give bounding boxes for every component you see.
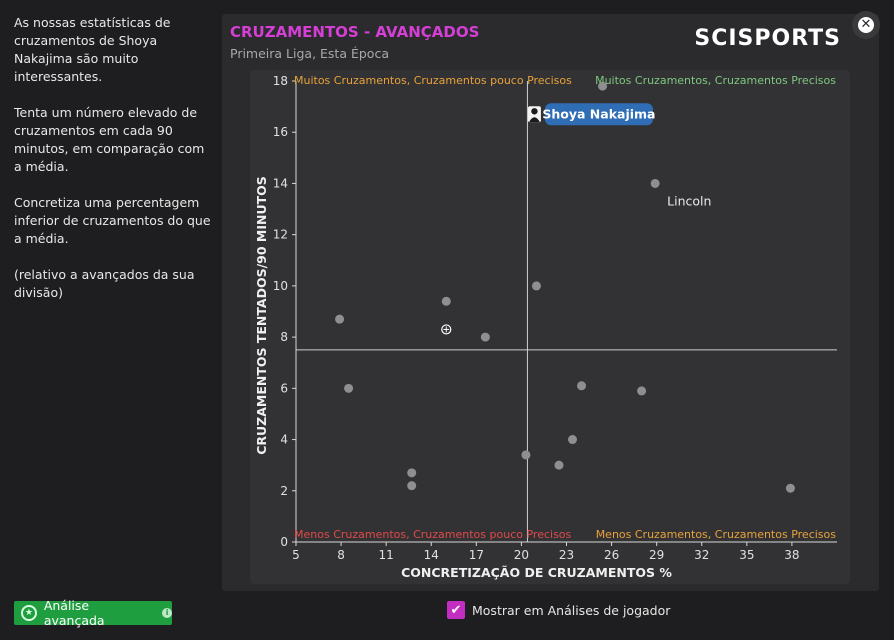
x-tick-label: 17	[469, 548, 484, 562]
advanced-analysis-button[interactable]: ★ Análise avançada i	[14, 598, 172, 628]
star-icon: ★	[21, 605, 37, 621]
x-tick-label: 20	[514, 548, 529, 562]
point-label: Lincoln	[667, 193, 711, 208]
x-tick-label: 38	[784, 548, 799, 562]
player-silhouette-body	[528, 117, 540, 123]
data-point	[480, 332, 490, 342]
close-button[interactable]: ✕	[852, 11, 880, 39]
data-point	[650, 178, 660, 188]
quadrant-label-bottom-right: Menos Cruzamentos, Cruzamentos Precisos	[596, 528, 837, 541]
quadrant-label-top-right: Muitos Cruzamentos, Cruzamentos Precisos	[595, 74, 836, 87]
data-point	[568, 435, 578, 445]
description-paragraph: Concretiza uma percentagem inferior de c…	[14, 195, 211, 246]
data-point	[554, 460, 564, 470]
y-axis-label: CRUZAMENTOS TENTADOS/90 MINUTOS	[254, 176, 269, 455]
x-tick-label: 14	[424, 548, 439, 562]
y-tick-label: 6	[280, 381, 288, 395]
y-tick-label: 10	[273, 279, 288, 293]
checkmark-icon[interactable]: ✔	[447, 601, 465, 619]
data-point	[344, 383, 354, 393]
x-axis-label: CONCRETIZAÇÃO DE CRUZAMENTOS %	[401, 565, 672, 580]
chart-title: CRUZAMENTOS - AVANÇADOS	[230, 23, 480, 41]
x-tick-label: 26	[604, 548, 619, 562]
data-point	[441, 296, 451, 306]
data-point	[335, 314, 345, 324]
x-tick-label: 8	[337, 548, 345, 562]
y-tick-label: 2	[280, 484, 288, 498]
x-tick-label: 5	[292, 548, 300, 562]
data-point	[521, 450, 531, 460]
data-point	[577, 381, 587, 391]
data-point	[531, 281, 541, 291]
player-silhouette-head	[531, 108, 538, 115]
highlight-label-background	[544, 103, 653, 126]
close-icon: ✕	[858, 17, 874, 33]
crosshair-icon	[441, 324, 452, 335]
show-in-analysis-label: Mostrar em Análises de jogador	[472, 602, 671, 618]
x-tick-label: 23	[559, 548, 574, 562]
x-tick-label: 32	[694, 548, 709, 562]
chart-subtitle: Primeira Liga, Esta Época	[230, 46, 389, 61]
y-tick-label: 18	[273, 74, 288, 88]
highlight-label: Shoya Nakajima	[542, 106, 655, 121]
scatter-chart-area: 5 8 11 14 17 20 23 26 29 32 35 38 0 2 4 6 8 10 12 14 16 18 CON…	[250, 70, 850, 584]
data-point	[598, 81, 608, 91]
description-paragraph: (relativo a avançados da sua divisão)	[14, 267, 195, 300]
description-paragraph: As nossas estatísticas de cruzamentos de…	[14, 15, 171, 84]
x-tick-label: 35	[739, 548, 754, 562]
scatter-chart: 5 8 11 14 17 20 23 26 29 32 35 38 0 2 4 6 8 10 12 14 16 18 CON…	[254, 74, 837, 580]
description-paragraph: Tenta um número elevado de cruzamentos e…	[14, 105, 205, 174]
analysis-description: As nossas estatísticas de cruzamentos de…	[14, 14, 214, 320]
advanced-analysis-label: Análise avançada	[43, 598, 105, 628]
x-tick-label: 29	[649, 548, 664, 562]
data-point	[785, 483, 795, 493]
y-tick-label: 4	[280, 433, 288, 447]
y-tick-label: 0	[280, 535, 288, 549]
quadrant-label-bottom-left: Menos Cruzamentos, Cruzamentos pouco Pre…	[294, 528, 572, 541]
quadrant-label-top-left: Muitos Cruzamentos, Cruzamentos pouco Pr…	[294, 74, 572, 87]
data-point	[407, 468, 417, 478]
y-tick-label: 16	[273, 125, 288, 139]
y-tick-label: 14	[273, 176, 288, 190]
show-in-analysis-toggle[interactable]: ✔ Mostrar em Análises de jogador	[447, 601, 670, 619]
data-point	[407, 481, 417, 491]
x-tick-label: 11	[379, 548, 394, 562]
scisports-logo: SCISPORTS	[694, 26, 841, 51]
y-tick-label: 8	[280, 330, 288, 344]
data-point	[637, 386, 647, 396]
y-tick-label: 12	[273, 228, 288, 242]
info-icon[interactable]: i	[162, 608, 172, 618]
